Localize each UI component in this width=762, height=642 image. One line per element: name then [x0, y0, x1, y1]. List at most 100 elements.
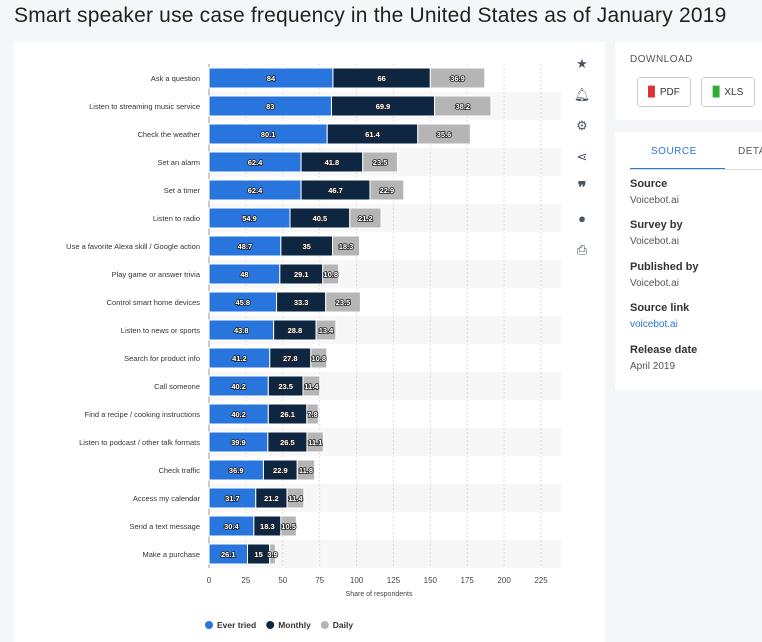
- tab-divider: [630, 169, 762, 170]
- share-icon[interactable]: ⋖: [576, 148, 588, 164]
- bar-daily[interactable]: [434, 95, 492, 117]
- survey-label: Survey by: [630, 219, 683, 231]
- category-label: Play game or answer trivia: [112, 270, 201, 279]
- bar-daily[interactable]: [322, 263, 340, 285]
- bar-daily[interactable]: [325, 291, 361, 313]
- data-label: 18.3: [339, 242, 354, 251]
- category-label: Check the weather: [137, 130, 200, 139]
- data-label: 23.5: [336, 298, 351, 307]
- release-label: Release date: [630, 344, 698, 356]
- bar-daily[interactable]: [310, 347, 328, 369]
- data-label: 40.5: [313, 214, 328, 223]
- data-label: 15: [254, 550, 262, 559]
- x-tick-label: 50: [278, 576, 287, 585]
- published-value: Voicebot.ai: [630, 278, 679, 289]
- download-panel: DOWNLOAD ▉ PDF ▉ XLS: [615, 42, 762, 120]
- data-label: 21.2: [358, 214, 373, 223]
- data-label: 11.8: [299, 466, 313, 475]
- data-label: 30.4: [224, 522, 239, 531]
- legend-marker: [205, 621, 213, 629]
- data-label: 48: [240, 270, 248, 279]
- data-label: 40.2: [231, 410, 246, 419]
- bar-daily[interactable]: [306, 431, 324, 453]
- data-label: 40.2: [231, 382, 246, 391]
- xls-button[interactable]: ▉ XLS: [701, 77, 755, 107]
- link-label: Source link: [630, 302, 690, 314]
- bar-daily[interactable]: [315, 319, 337, 341]
- x-tick-label: 75: [315, 576, 324, 585]
- data-label: 62.4: [248, 158, 263, 167]
- data-label: 29.1: [294, 270, 309, 279]
- data-label: 83: [266, 102, 274, 111]
- data-label: 13.4: [319, 326, 334, 335]
- data-label: 22.9: [380, 186, 395, 195]
- bar-daily[interactable]: [269, 543, 276, 565]
- data-label: 3.9: [267, 550, 277, 559]
- x-tick-label: 175: [461, 576, 475, 585]
- x-tick-label: 100: [350, 576, 364, 585]
- data-label: 41.2: [232, 354, 247, 363]
- source-value: Voicebot.ai: [630, 195, 679, 206]
- gear-icon[interactable]: ⚙: [576, 117, 588, 133]
- published-label: Published by: [630, 261, 699, 273]
- bar-daily[interactable]: [280, 515, 297, 537]
- bar-daily[interactable]: [429, 67, 486, 89]
- bar-chart: 0 25 50 75 100 125 150 175 200 225 Share of respon…: [66, 64, 561, 630]
- pdf-icon: ▉: [648, 86, 656, 98]
- source-link[interactable]: voicebot.ai: [630, 319, 678, 330]
- legend-label[interactable]: Monthly: [278, 620, 311, 630]
- bar-daily[interactable]: [296, 459, 316, 481]
- bar-daily[interactable]: [286, 487, 305, 509]
- bell-icon[interactable]: 🔔︎: [573, 86, 591, 102]
- page-title: Smart speaker use case frequency in the …: [14, 4, 727, 27]
- bar-daily[interactable]: [302, 375, 321, 397]
- category-label: Access my calendar: [133, 494, 201, 503]
- comment-icon[interactable]: ●: [578, 211, 586, 226]
- bar-daily[interactable]: [417, 123, 471, 145]
- bar-daily[interactable]: [369, 179, 405, 201]
- x-tick-label: 225: [534, 576, 548, 585]
- data-label: 84: [267, 74, 276, 83]
- release-value: April 2019: [630, 361, 676, 372]
- data-label: 39.9: [231, 438, 246, 447]
- legend-marker: [266, 621, 275, 629]
- data-label: 80.1: [261, 130, 276, 139]
- data-label: 33.3: [294, 298, 309, 307]
- data-label: 18.3: [260, 522, 275, 531]
- survey-value: Voicebot.ai: [630, 236, 679, 247]
- tab-details[interactable]: DETA: [738, 146, 762, 157]
- bar-daily[interactable]: [349, 207, 382, 229]
- data-label: 41.8: [325, 158, 340, 167]
- legend-label[interactable]: Daily: [333, 620, 354, 630]
- bar-daily[interactable]: [306, 403, 319, 425]
- category-label: Make a purchase: [142, 550, 200, 559]
- data-label: 45.8: [235, 298, 250, 307]
- quote-icon[interactable]: ❞: [577, 179, 587, 197]
- pdf-button[interactable]: ▉ PDF: [637, 77, 691, 107]
- print-icon[interactable]: ⎙: [576, 241, 588, 257]
- xls-icon: ▉: [712, 86, 721, 98]
- source-label: Source: [630, 178, 668, 190]
- data-label: 23.5: [278, 382, 293, 391]
- data-label: 10.8: [323, 270, 338, 279]
- toolbar: ★ 🔔︎ ⚙ ⋖ ❞ ● ⎙: [566, 48, 598, 265]
- data-label: 22.9: [273, 466, 288, 475]
- data-label: 7.8: [307, 410, 317, 419]
- data-label: 31.7: [225, 494, 240, 503]
- star-icon[interactable]: ★: [576, 55, 588, 71]
- data-label: 11.4: [304, 382, 319, 391]
- tab-source[interactable]: SOURCE: [651, 146, 697, 157]
- download-heading: DOWNLOAD: [630, 54, 693, 65]
- category-label: Use a favorite Alexa skill / Google acti…: [66, 242, 200, 251]
- category-label: Listen to podcast / other talk formats: [79, 438, 200, 447]
- category-label: Set a timer: [164, 186, 201, 195]
- bar-daily[interactable]: [332, 235, 361, 257]
- data-label: 11.1: [308, 438, 322, 447]
- category-label: Listen to news or sports: [121, 326, 200, 335]
- data-label: 35.6: [437, 130, 452, 139]
- category-label: Search for product info: [124, 354, 200, 363]
- bar-daily[interactable]: [362, 151, 398, 173]
- legend-label[interactable]: Ever tried: [217, 620, 256, 630]
- data-label: 61.4: [365, 130, 380, 139]
- data-label: 21.2: [264, 494, 279, 503]
